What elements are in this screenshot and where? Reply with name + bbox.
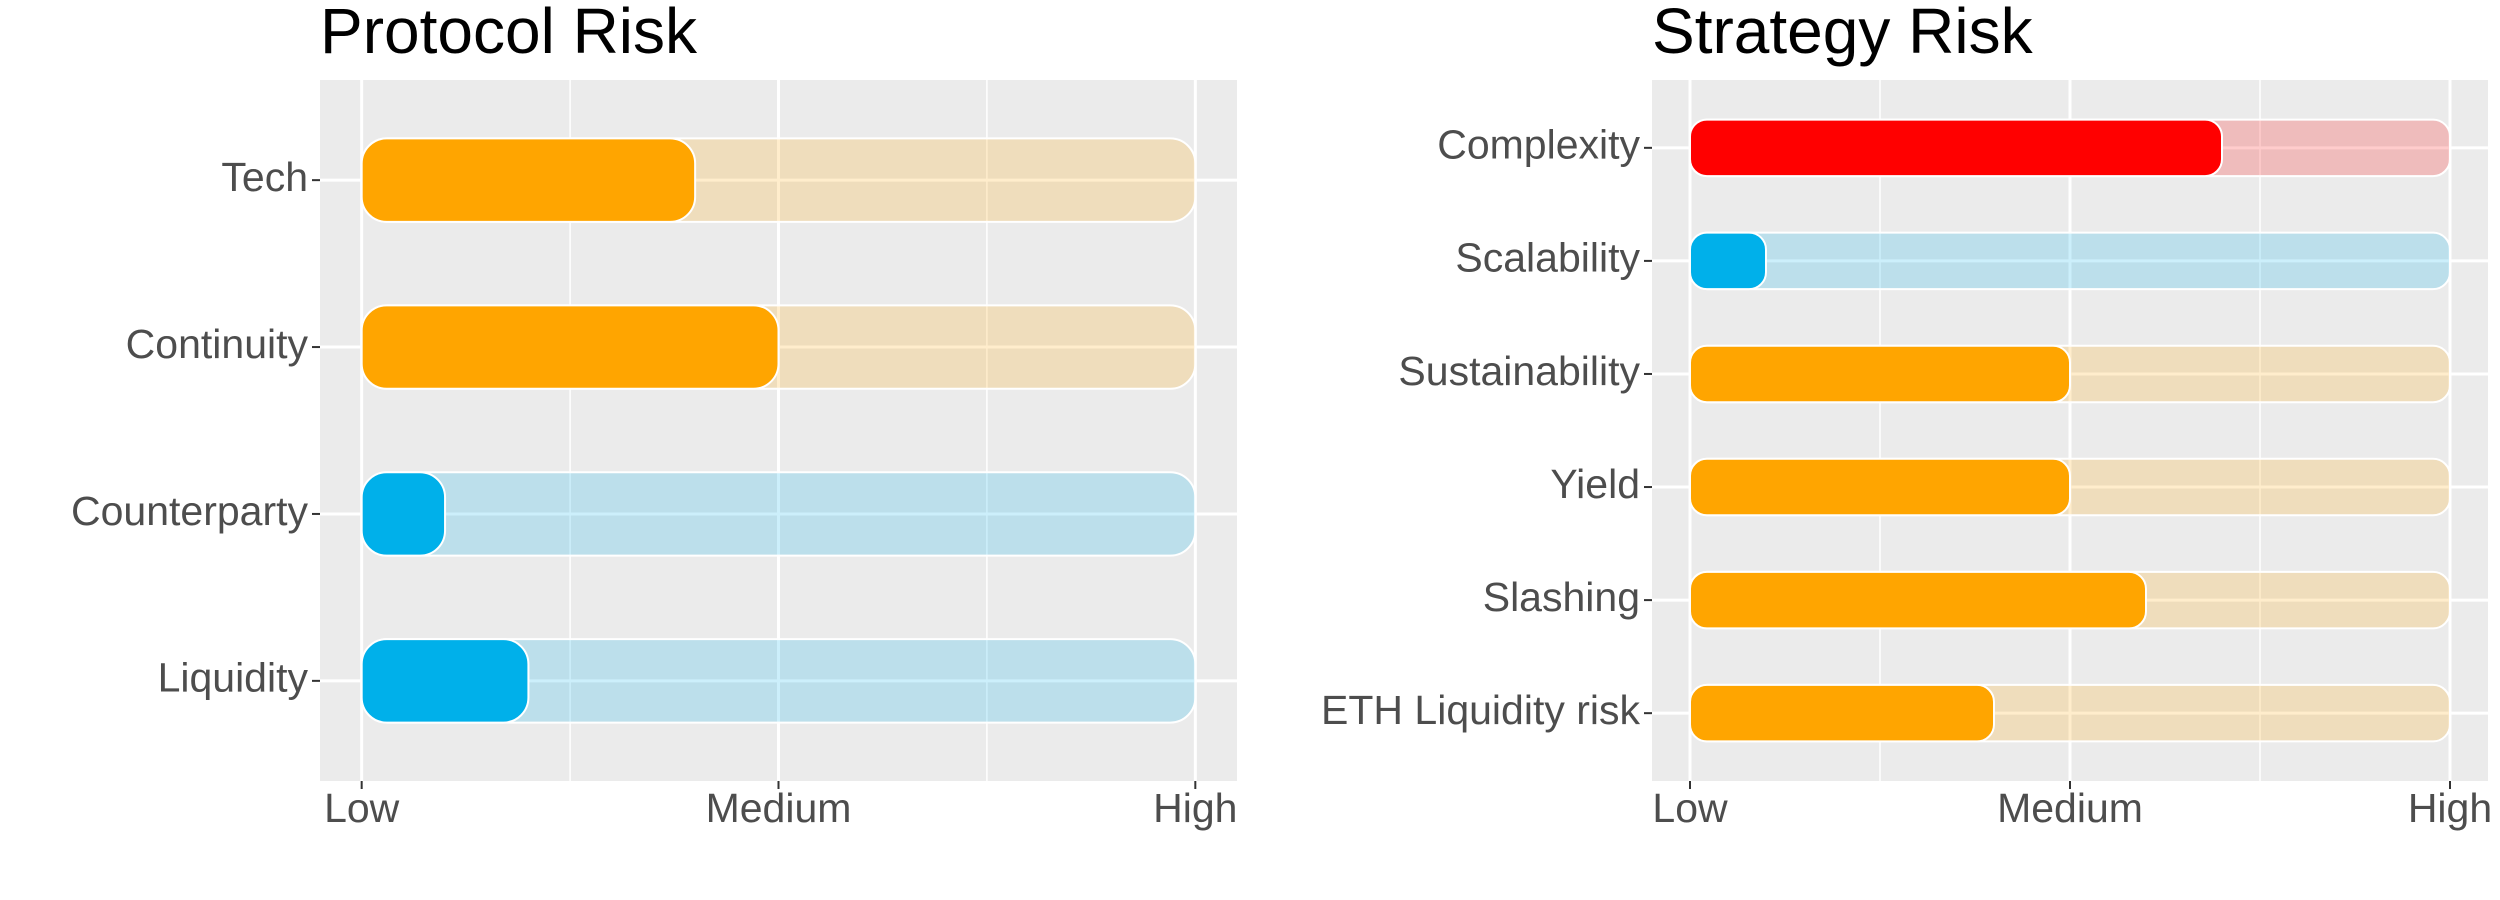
bar — [360, 137, 697, 223]
bar — [1689, 683, 1995, 743]
y-tick-label: Tech — [221, 154, 308, 200]
bar — [1689, 570, 2147, 630]
x-tick-label: Medium — [1997, 785, 2143, 831]
y-tick-label: Yield — [1550, 461, 1640, 507]
chart: Strategy Risk Complexity Scalability Sustai… — [1321, 0, 2492, 831]
bar — [360, 638, 530, 724]
y-tick-label: Scalability — [1455, 235, 1640, 281]
chart: Protocol Risk Tech Continuity Counterparty L… — [71, 0, 1237, 831]
bar-track — [360, 471, 1197, 557]
bar — [1689, 118, 2223, 178]
y-tick-label: Slashing — [1483, 574, 1640, 620]
x-tick-label: Low — [324, 785, 400, 831]
y-tick-label: ETH Liquidity risk — [1321, 687, 1640, 733]
x-tick-label: High — [2408, 785, 2492, 831]
y-tick-label: Liquidity — [158, 655, 309, 701]
chart-title: Protocol Risk — [320, 0, 698, 67]
bar — [1689, 344, 2071, 404]
y-tick-label: Sustainability — [1398, 348, 1640, 394]
y-tick-label: Counterparty — [71, 488, 309, 534]
bar — [360, 471, 447, 557]
bar — [1689, 457, 2071, 517]
x-tick-label: High — [1153, 785, 1237, 831]
bar — [1689, 231, 1767, 291]
bar-track — [1689, 231, 2451, 291]
y-tick-label: Complexity — [1437, 122, 1640, 168]
y-tick-label: Continuity — [126, 321, 309, 367]
x-tick-label: Medium — [706, 785, 852, 831]
x-tick-label: Low — [1652, 785, 1728, 831]
bar — [360, 304, 780, 390]
chart-title: Strategy Risk — [1652, 0, 2034, 67]
